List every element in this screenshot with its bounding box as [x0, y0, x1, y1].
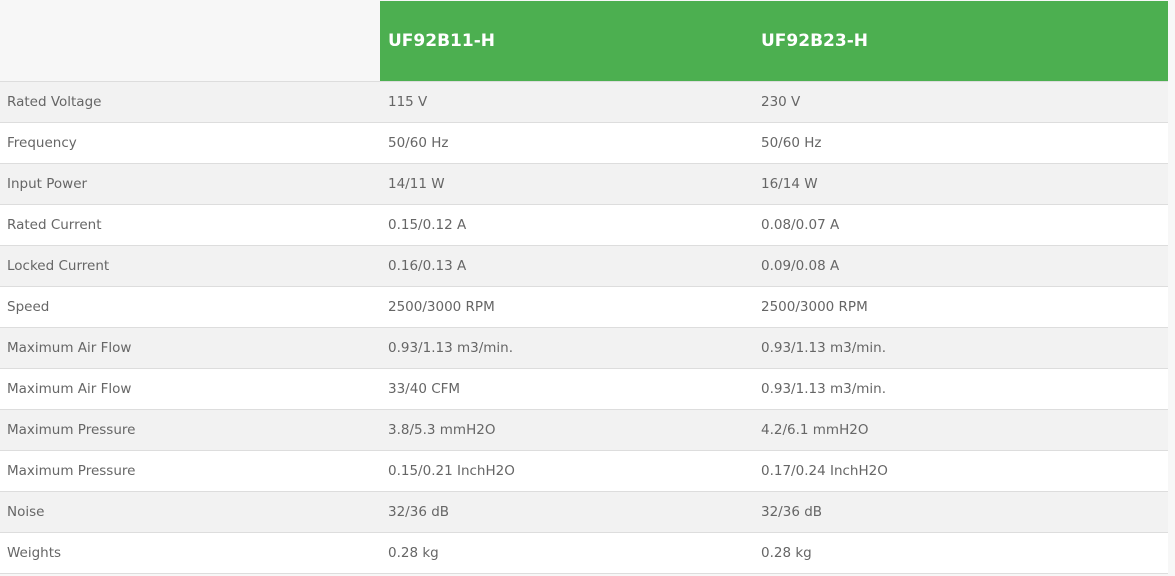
header-model-1: UF92B11-H — [380, 0, 753, 82]
row-label: Rated Current — [0, 204, 380, 246]
model-1-value: 0.15/0.12 A — [380, 204, 753, 246]
row-label: Locked Current — [0, 245, 380, 287]
model-2-value: 230 V — [753, 81, 1168, 123]
row-label: Maximum Air Flow — [0, 368, 380, 410]
model-2-value: 0.09/0.08 A — [753, 245, 1168, 287]
model-1-value: 50/60 Hz — [380, 122, 753, 164]
table-row: Speed 2500/3000 RPM 2500/3000 RPM — [0, 286, 1168, 328]
header-model-2: UF92B23-H — [753, 0, 1168, 82]
table-header-row: UF92B11-H UF92B23-H — [0, 0, 1168, 82]
model-2-value: 50/60 Hz — [753, 122, 1168, 164]
table-row: Rated Current 0.15/0.12 A 0.08/0.07 A — [0, 204, 1168, 246]
row-label: Frequency — [0, 122, 380, 164]
model-1-value: 0.15/0.21 InchH2O — [380, 450, 753, 492]
table-row: Maximum Pressure 3.8/5.3 mmH2O 4.2/6.1 mmH… — [0, 409, 1168, 451]
model-2-value: 2500/3000 RPM — [753, 286, 1168, 328]
row-label: Speed — [0, 286, 380, 328]
table-row: Weights 0.28 kg 0.28 kg — [0, 532, 1168, 574]
row-label: Maximum Pressure — [0, 409, 380, 451]
model-1-value: 0.28 kg — [380, 532, 753, 574]
table-row: Frequency 50/60 Hz 50/60 Hz — [0, 122, 1168, 164]
model-2-value: 0.93/1.13 m3/min. — [753, 368, 1168, 410]
model-1-value: 33/40 CFM — [380, 368, 753, 410]
table-row: Maximum Air Flow 0.93/1.13 m3/min. 0.93/1.… — [0, 327, 1168, 369]
model-1-value: 2500/3000 RPM — [380, 286, 753, 328]
model-2-value: 16/14 W — [753, 163, 1168, 205]
model-1-value: 0.93/1.13 m3/min. — [380, 327, 753, 369]
model-1-value: 32/36 dB — [380, 491, 753, 533]
table-row: Maximum Pressure 0.15/0.21 InchH2O 0.17/0.… — [0, 450, 1168, 492]
model-2-value: 0.28 kg — [753, 532, 1168, 574]
model-1-value: 3.8/5.3 mmH2O — [380, 409, 753, 451]
table-row: Maximum Air Flow 33/40 CFM 0.93/1.13 m3/mi… — [0, 368, 1168, 410]
row-label: Maximum Air Flow — [0, 327, 380, 369]
table-row: Locked Current 0.16/0.13 A 0.09/0.08 A — [0, 245, 1168, 287]
model-1-value: 0.16/0.13 A — [380, 245, 753, 287]
row-label: Noise — [0, 491, 380, 533]
row-label: Rated Voltage — [0, 81, 380, 123]
model-2-value: 0.17/0.24 InchH2O — [753, 450, 1168, 492]
table-row: Noise 32/36 dB 32/36 dB — [0, 491, 1168, 533]
model-1-value: 14/11 W — [380, 163, 753, 205]
model-1-value: 115 V — [380, 81, 753, 123]
row-label: Input Power — [0, 163, 380, 205]
table-row: Rated Voltage 115 V 230 V — [0, 81, 1168, 123]
model-2-value: 0.93/1.13 m3/min. — [753, 327, 1168, 369]
header-empty-cell — [0, 0, 380, 82]
model-2-value: 4.2/6.1 mmH2O — [753, 409, 1168, 451]
row-label: Maximum Pressure — [0, 450, 380, 492]
model-2-value: 32/36 dB — [753, 491, 1168, 533]
table-row: Input Power 14/11 W 16/14 W — [0, 163, 1168, 205]
row-label: Weights — [0, 532, 380, 574]
model-2-value: 0.08/0.07 A — [753, 204, 1168, 246]
